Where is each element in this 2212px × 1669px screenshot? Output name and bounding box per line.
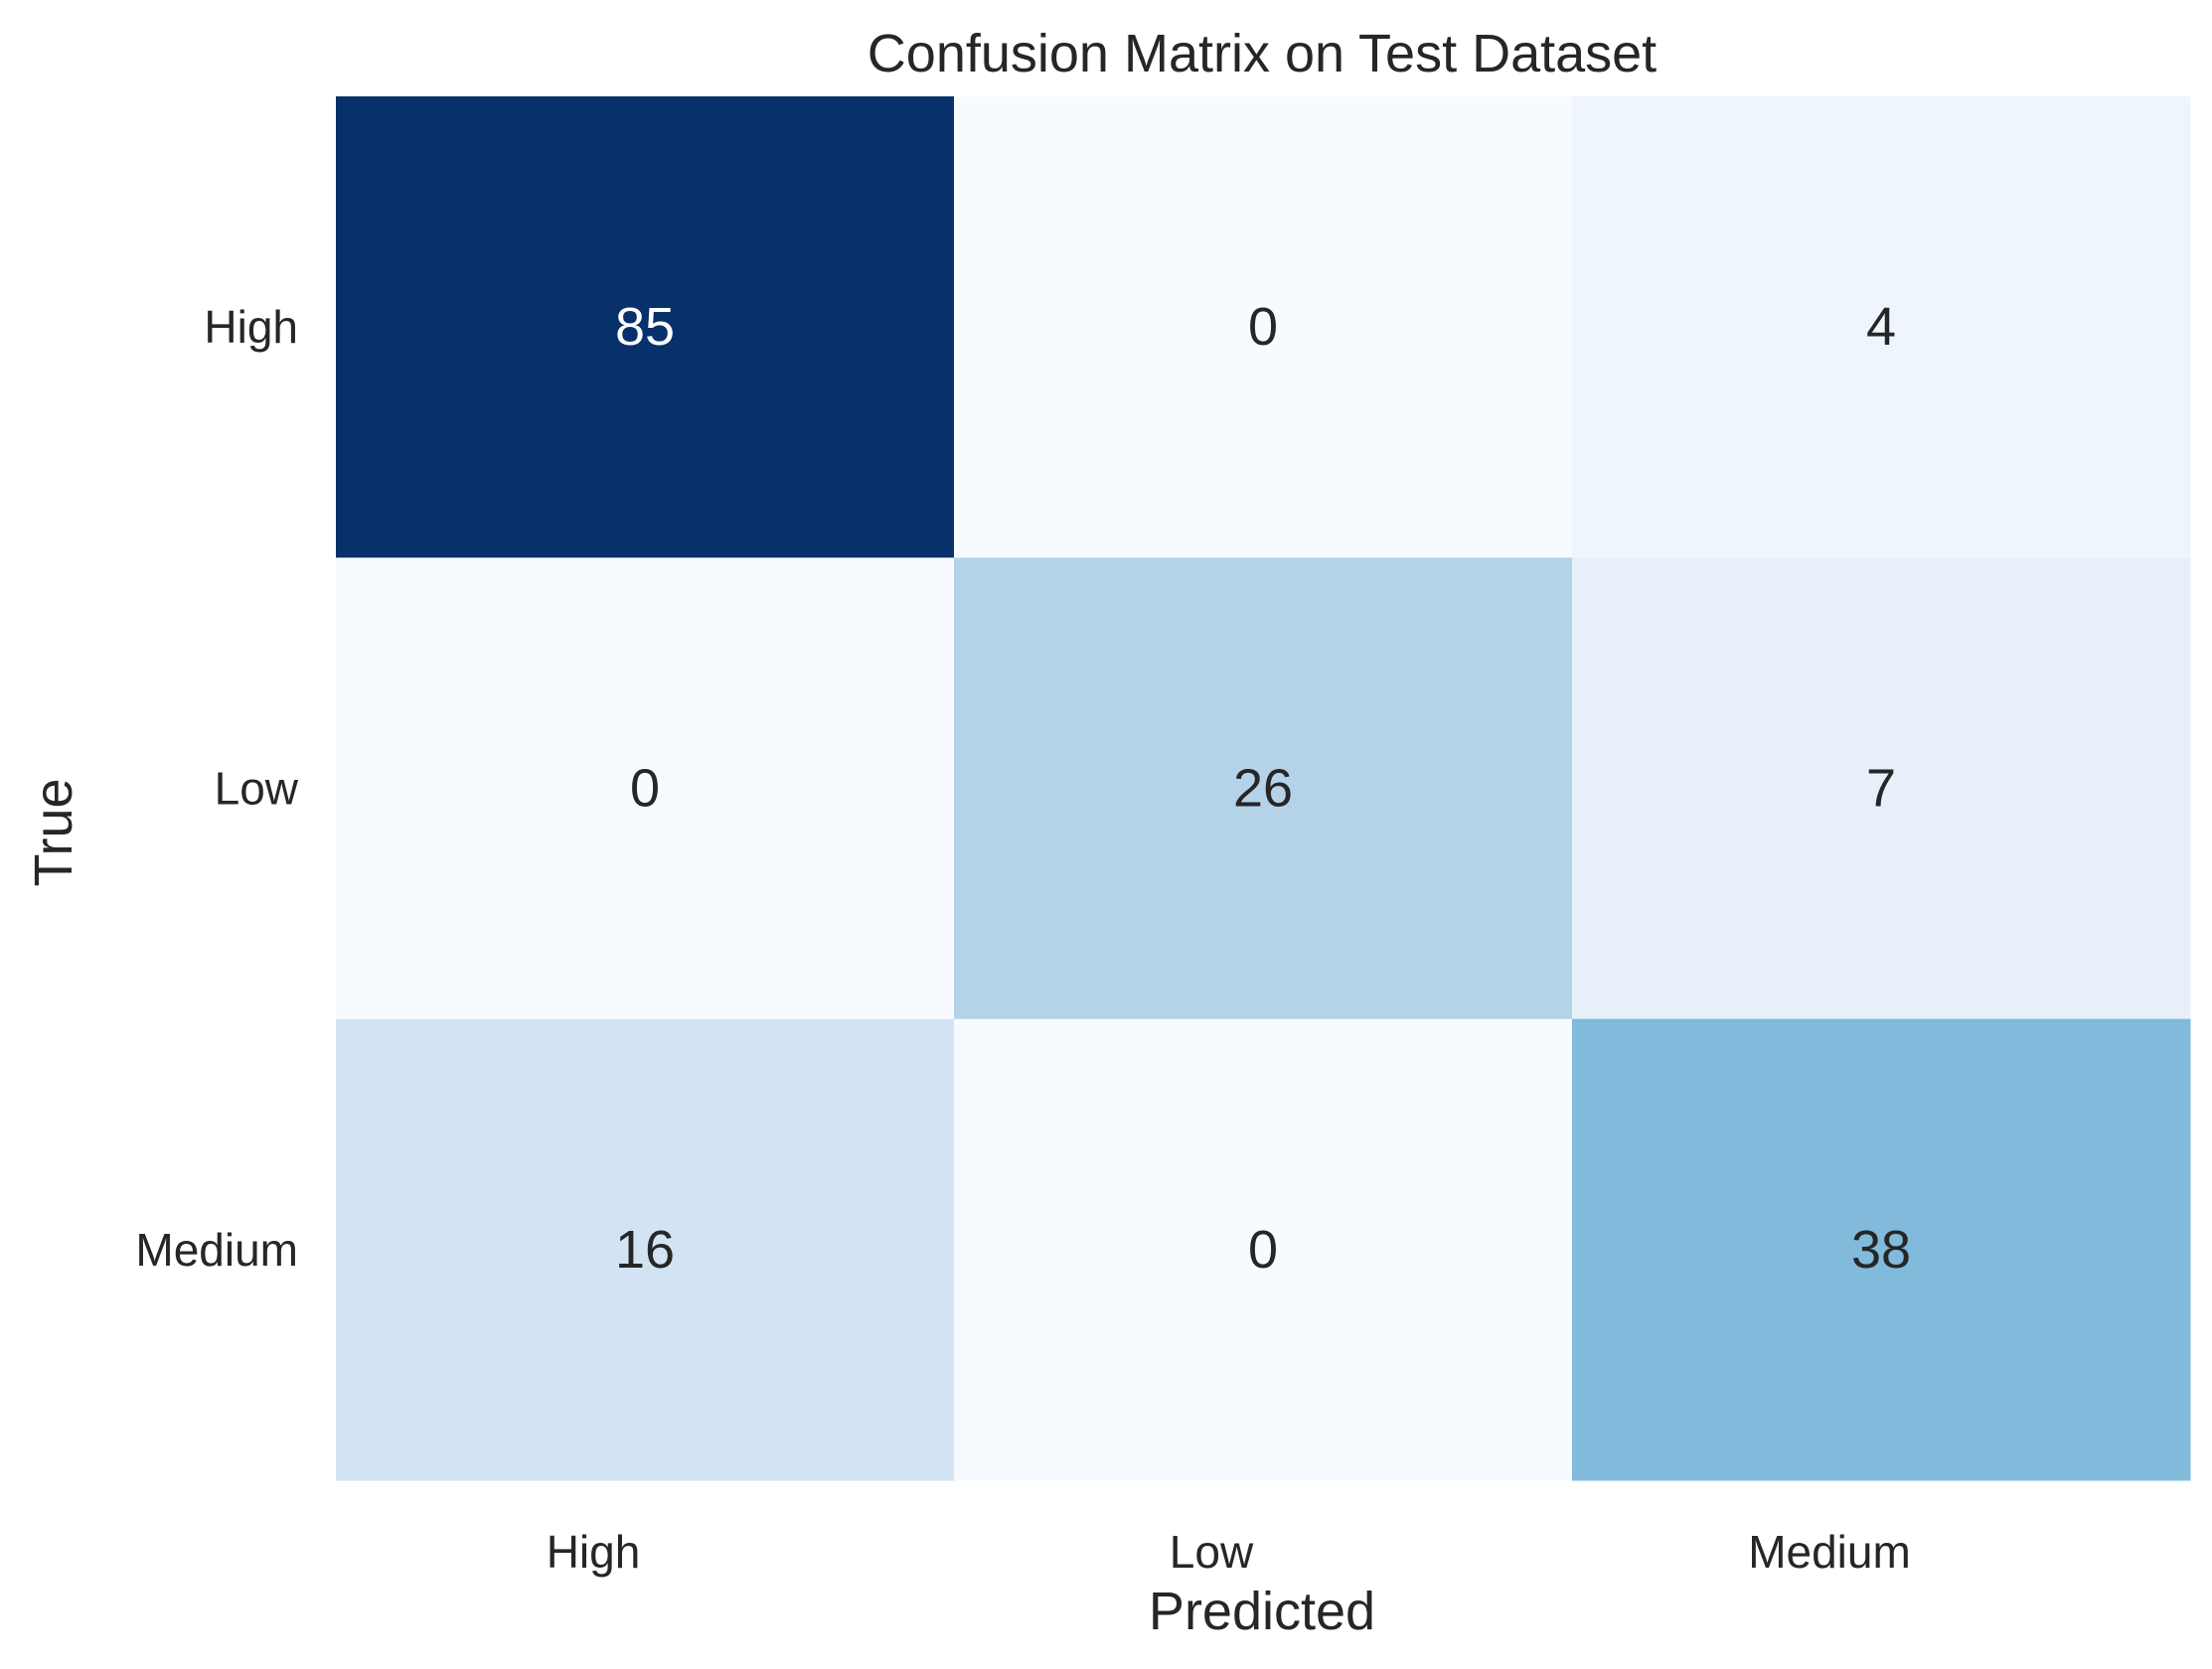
cell-value-label: 4: [1866, 297, 1896, 357]
heatmap-cell: [954, 557, 1573, 1020]
cell-value-label: 0: [630, 759, 660, 819]
cell-value-label: 0: [1248, 1220, 1278, 1280]
heatmap-cell: [336, 557, 955, 1020]
x-axis-label: Predicted: [1149, 1582, 1375, 1641]
cell-value-label: 0: [1248, 297, 1278, 357]
heatmap-cell: [954, 96, 1573, 558]
heatmap-cell: [1572, 96, 2191, 558]
y-axis-label: True: [24, 778, 83, 886]
y-tick-label: Medium: [135, 1224, 298, 1276]
cell-value-label: 26: [1233, 759, 1293, 819]
y-axis-ticks: High Low Medium: [135, 301, 298, 1276]
heatmap-cell: [1572, 1018, 2191, 1481]
cell-value-label: 38: [1851, 1220, 1911, 1280]
x-tick-label: Medium: [1748, 1526, 1911, 1578]
heatmap-cell-labels: 85 0 4 0 26 7 16 0 38: [615, 297, 1911, 1280]
cell-value-label: 16: [615, 1220, 675, 1280]
y-tick-label: Low: [215, 763, 299, 815]
cell-value-label: 7: [1866, 759, 1896, 819]
heatmap-cell: [336, 1018, 955, 1481]
heatmap-cell: [336, 96, 955, 558]
x-axis-ticks: High Low Medium: [547, 1526, 1911, 1578]
y-tick-label: High: [204, 301, 298, 353]
x-tick-label: Low: [1170, 1526, 1254, 1578]
x-tick-label: High: [547, 1526, 641, 1578]
heatmap-cells: [336, 96, 2191, 1481]
heatmap-cell: [954, 1018, 1573, 1481]
cell-value-label: 85: [615, 297, 675, 357]
chart-title: Confusion Matrix on Test Dataset: [868, 24, 1657, 83]
heatmap-cell: [1572, 557, 2191, 1020]
